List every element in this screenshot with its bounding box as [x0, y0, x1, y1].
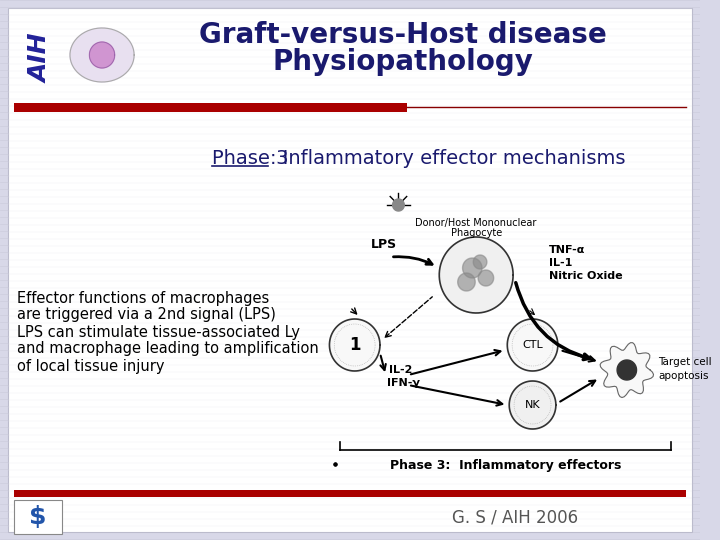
Polygon shape — [392, 199, 404, 211]
Text: LPS: LPS — [371, 239, 397, 252]
Polygon shape — [508, 319, 558, 371]
Text: TNF-α: TNF-α — [549, 245, 585, 255]
Text: CTL: CTL — [522, 340, 543, 350]
Text: Donor/Host Mononuclear: Donor/Host Mononuclear — [415, 218, 537, 228]
Text: 1: 1 — [349, 336, 361, 354]
Text: NK: NK — [525, 400, 541, 410]
Text: IL-2: IL-2 — [389, 365, 412, 375]
Polygon shape — [617, 360, 636, 380]
Bar — [14, 103, 408, 112]
Polygon shape — [330, 319, 380, 371]
Text: $: $ — [29, 505, 47, 529]
Text: : Inflammatory effector mechanisms: : Inflammatory effector mechanisms — [270, 148, 626, 167]
Polygon shape — [89, 42, 114, 68]
Polygon shape — [600, 343, 654, 397]
Bar — [14, 490, 686, 497]
Text: are triggered via a 2nd signal (LPS): are triggered via a 2nd signal (LPS) — [17, 307, 276, 322]
Polygon shape — [439, 237, 513, 313]
Text: Phase 3:  Inflammatory effectors: Phase 3: Inflammatory effectors — [390, 460, 621, 472]
Text: Effector functions of macrophages: Effector functions of macrophages — [17, 291, 270, 306]
Text: and macrophage leading to amplification: and macrophage leading to amplification — [17, 341, 319, 356]
Text: IL-1: IL-1 — [549, 258, 572, 268]
Polygon shape — [509, 381, 556, 429]
Polygon shape — [462, 258, 482, 278]
Polygon shape — [473, 255, 487, 269]
Text: IFN-γ: IFN-γ — [387, 378, 420, 388]
Text: G. S / AIH 2006: G. S / AIH 2006 — [452, 508, 578, 526]
Polygon shape — [70, 28, 134, 82]
Text: apoptosis: apoptosis — [658, 371, 708, 381]
Text: Physiopathology: Physiopathology — [273, 48, 534, 76]
Bar — [14, 500, 62, 534]
Text: Graft-versus-Host disease: Graft-versus-Host disease — [199, 21, 607, 49]
Text: Phagocyte: Phagocyte — [451, 228, 502, 238]
Text: Nitric Oxide: Nitric Oxide — [549, 271, 623, 281]
Polygon shape — [458, 273, 475, 291]
Text: Phase 3: Phase 3 — [212, 148, 288, 167]
Text: of local tissue injury: of local tissue injury — [17, 359, 165, 374]
Text: AIH: AIH — [29, 33, 53, 83]
Text: LPS can stimulate tissue-associated Ly: LPS can stimulate tissue-associated Ly — [17, 325, 300, 340]
Text: Target cell: Target cell — [658, 357, 711, 367]
Polygon shape — [478, 270, 494, 286]
